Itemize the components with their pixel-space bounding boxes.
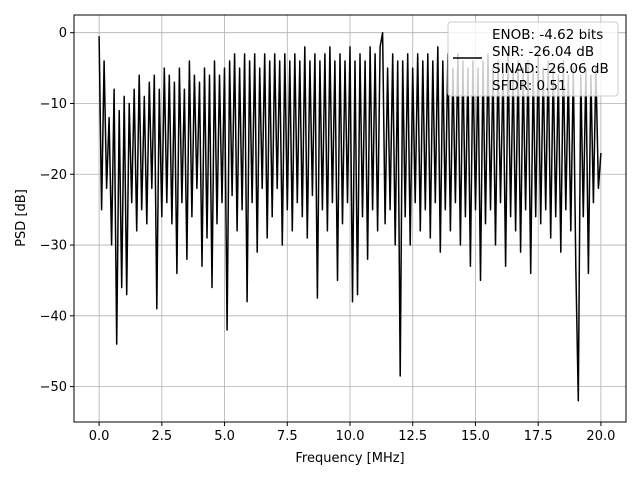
x-tick-label: 12.5 xyxy=(398,429,427,444)
x-tick-label: 7.5 xyxy=(277,429,298,444)
legend-sfdr: SFDR: 0.51 xyxy=(492,78,567,94)
x-tick-label: 17.5 xyxy=(524,429,553,444)
y-tick-label: −10 xyxy=(40,97,67,112)
legend-snr: SNR: -26.04 dB xyxy=(492,44,594,60)
x-tick-label: 2.5 xyxy=(151,429,172,444)
legend-sinad: SINAD: -26.06 dB xyxy=(492,61,609,77)
plot-area xyxy=(98,31,602,402)
y-tick-label: −50 xyxy=(40,380,67,395)
y-tick-label: −40 xyxy=(40,309,67,324)
y-tick-label: 0 xyxy=(59,26,67,41)
legend-box xyxy=(447,21,619,97)
x-tick-label: 0.0 xyxy=(89,429,110,444)
legend-enob: ENOB: -4.62 bits xyxy=(492,27,603,43)
x-tick-label: 10.0 xyxy=(336,429,365,444)
x-tick-label: 15.0 xyxy=(461,429,490,444)
y-axis: 0 −10 −20 −30 −40 −50 xyxy=(40,26,74,395)
x-tick-label: 5.0 xyxy=(214,429,235,444)
x-axis: 0.0 2.5 5.0 7.5 10.0 12.5 15.0 17.5 20.0 xyxy=(89,422,615,444)
y-axis-label: PSD [dB] xyxy=(14,189,29,247)
x-axis-label: Frequency [MHz] xyxy=(295,451,404,466)
y-tick-label: −20 xyxy=(40,168,67,183)
y-tick-label: −30 xyxy=(40,239,67,254)
legend: ENOB: -4.62 bits SNR: -26.04 dB SINAD: -… xyxy=(447,21,619,97)
x-tick-label: 20.0 xyxy=(586,429,615,444)
psd-series-line xyxy=(98,31,602,402)
